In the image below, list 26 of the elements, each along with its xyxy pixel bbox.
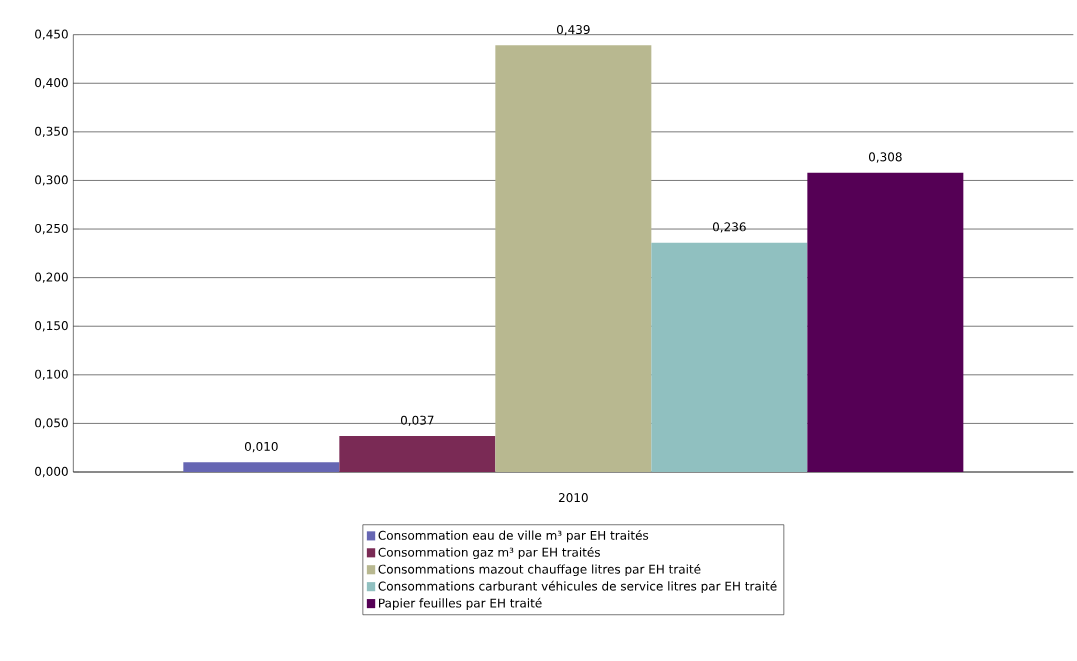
data-label: 0,308 (868, 152, 902, 163)
data-label: 0,439 (556, 25, 590, 36)
bar (651, 242, 808, 472)
legend-label: Papier feuilles par EH traité (379, 597, 542, 610)
data-label: 0,010 (244, 441, 278, 453)
legend-label: Consommation gaz m³ par EH traités (378, 547, 600, 560)
y-tick-label: 0,300 (35, 175, 68, 186)
y-tick-label: 0,150 (35, 321, 68, 332)
legend-label: Consommations mazout chauffage litres par EH traité (378, 563, 701, 577)
y-tick-label: 0,350 (35, 126, 68, 138)
y-tick-label: 0,200 (35, 272, 68, 283)
bar (183, 462, 340, 472)
legend-label: Consommations carburant véhicules de service litres par EH traité (378, 580, 777, 593)
bar (339, 436, 496, 472)
x-tick-label: 2010 (558, 493, 588, 503)
data-label: 0,037 (400, 415, 434, 427)
y-tick-label: 0,450 (35, 29, 68, 40)
y-tick-label: 0,050 (35, 418, 68, 429)
y-tick-label: 0,100 (35, 369, 68, 380)
data-label: 0,236 (712, 222, 746, 233)
bar (495, 45, 652, 472)
bar (807, 172, 964, 472)
y-tick-label: 0,250 (35, 223, 68, 235)
y-tick-label: 0,000 (35, 466, 68, 478)
y-tick-label: 0,400 (35, 78, 68, 89)
legend-label: Consommation eau de ville m³ par EH traités (378, 530, 649, 543)
